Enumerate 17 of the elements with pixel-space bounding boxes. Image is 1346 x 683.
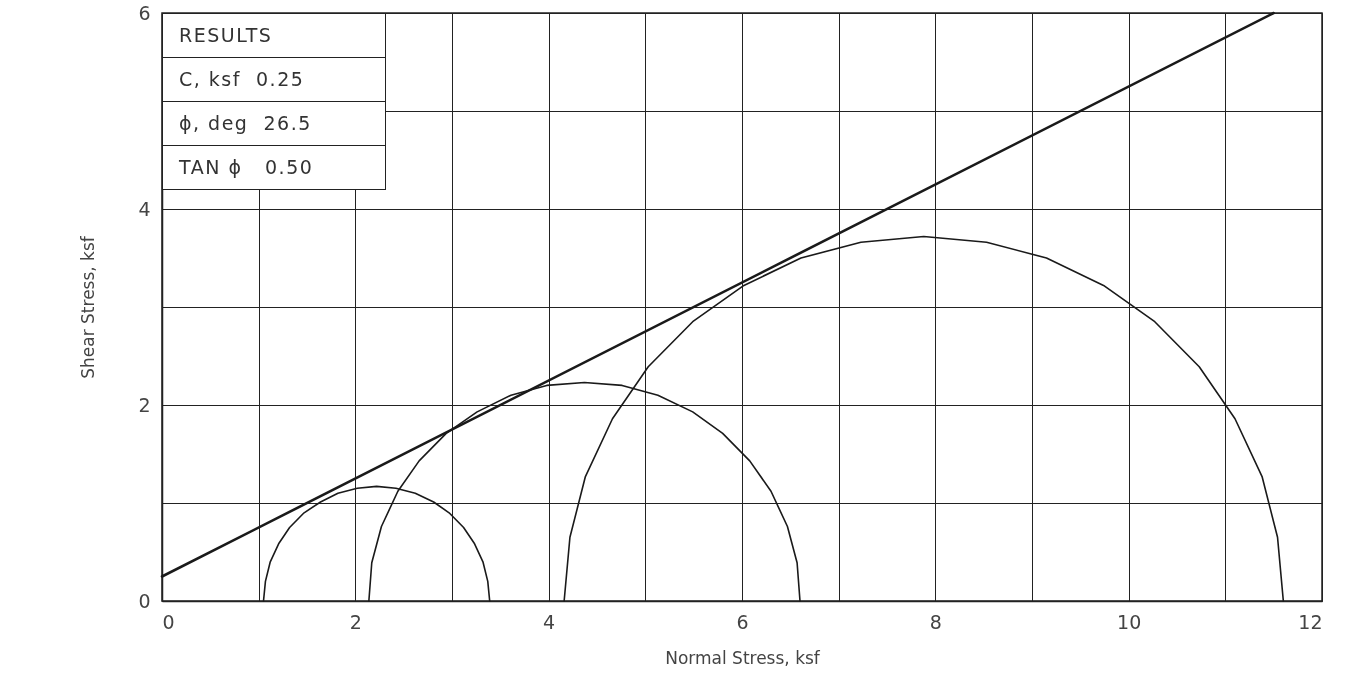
y-tick-label: 0 xyxy=(138,589,151,612)
x-tick-label: 12 xyxy=(1298,610,1323,633)
annotation: C, ksf 0.25 xyxy=(163,58,385,102)
annotation: RESULTS xyxy=(163,14,385,58)
annotation: ϕ, deg 26.5 xyxy=(163,102,385,146)
y-tick-label: 6 xyxy=(138,1,151,24)
x-axis-title: Normal Stress, ksf xyxy=(665,647,821,668)
y-tick-label: 4 xyxy=(138,197,151,220)
x-tick-label: 0 xyxy=(162,610,175,633)
x-tick-label: 10 xyxy=(1117,610,1142,633)
x-tick-label: 6 xyxy=(736,610,749,633)
y-tick-label: 2 xyxy=(138,393,151,416)
y-axis-title: Shear Stress, ksf xyxy=(78,235,99,379)
x-tick-label: 8 xyxy=(929,610,942,633)
x-tick-label: 2 xyxy=(349,610,362,633)
annotation: TAN ϕ 0.50 xyxy=(178,155,315,180)
x-tick-label: 4 xyxy=(543,610,556,633)
